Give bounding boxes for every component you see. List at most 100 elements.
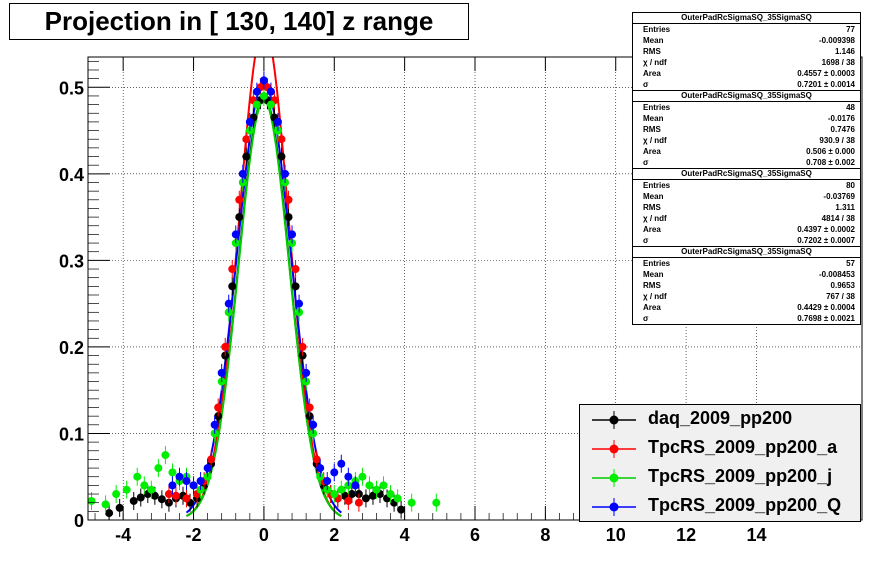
data-point — [242, 152, 251, 161]
stats-key: σ — [643, 158, 649, 167]
data-point — [154, 464, 163, 473]
data-point — [252, 87, 261, 96]
stats-key: Area — [643, 225, 661, 234]
data-point — [157, 495, 166, 504]
data-point — [284, 195, 293, 204]
axis-tick-labels: -4 -2 0 2 4 6 8 10 12 14 0 0.1 0.2 0.3 0.4 0.5 — [59, 78, 767, 545]
data-point — [242, 135, 251, 144]
stats-box: OuterPadRcSigmaSQ_35SigmaSQ Entries 48 Mean… — [632, 90, 861, 169]
stats-value: 0.7698 ± 0.0021 — [797, 314, 855, 323]
data-point — [344, 472, 353, 481]
stats-value: 4814 / 38 — [821, 214, 855, 223]
stats-row: RMS 1.311 — [633, 202, 860, 213]
legend-marker — [592, 469, 636, 487]
stats-key: Area — [643, 147, 661, 156]
data-point — [189, 481, 198, 490]
legend-marker — [592, 411, 636, 429]
stats-row: χ / ndf 930.9 / 38 — [633, 135, 860, 146]
data-point — [312, 455, 321, 464]
stats-title: OuterPadRcSigmaSQ_35SigmaSQ — [633, 247, 860, 258]
stats-key: Mean — [643, 270, 664, 279]
data-point — [365, 481, 374, 490]
data-point — [133, 472, 142, 481]
data-point — [136, 493, 145, 502]
y-tick-label: 0.4 — [59, 165, 84, 185]
data-point — [228, 282, 237, 291]
stats-value: 0.4557 ± 0.0003 — [797, 69, 855, 78]
stats-row: χ / ndf 4814 / 38 — [633, 213, 860, 224]
stats-row: σ 0.7201 ± 0.0014 — [633, 79, 860, 90]
legend-marker — [592, 498, 636, 516]
data-point — [337, 485, 346, 494]
data-point — [210, 420, 219, 429]
data-point — [344, 496, 353, 505]
stats-value: 0.9653 — [830, 281, 855, 290]
data-point — [175, 472, 184, 481]
legend: daq_2009_pp200 TpcRS_2009_pp200_a TpcRS_20… — [579, 404, 861, 522]
x-tick-label: -2 — [186, 525, 202, 545]
stats-row: Entries 80 — [633, 180, 860, 191]
x-tick-label: -4 — [115, 525, 131, 545]
legend-label: daq_2009_pp200 — [648, 408, 793, 428]
data-point — [393, 494, 402, 503]
stats-key: RMS — [643, 281, 661, 290]
data-point — [161, 451, 170, 460]
legend-label: TpcRS_2009_pp200_j — [648, 466, 833, 486]
stats-key: χ / ndf — [643, 58, 667, 67]
stats-box: OuterPadRcSigmaSQ_35SigmaSQ Entries 80 Mean… — [632, 168, 861, 247]
data-point — [245, 117, 254, 126]
data-point — [140, 481, 149, 490]
legend-item: daq_2009_pp200 — [580, 405, 860, 433]
stats-row: χ / ndf 767 / 38 — [633, 291, 860, 302]
stats-value: 77 — [846, 25, 855, 34]
y-tick-label: 0.3 — [59, 251, 84, 271]
data-point — [101, 500, 110, 509]
stats-key: χ / ndf — [643, 292, 667, 301]
legend-item: TpcRS_2009_pp200_Q — [580, 492, 860, 520]
data-point — [168, 468, 177, 477]
stats-value: 0.7202 ± 0.0007 — [797, 236, 855, 245]
chart-title-box: Projection in [ 130, 140] z range — [9, 3, 469, 40]
data-point — [266, 100, 275, 109]
data-point — [182, 494, 191, 503]
data-point — [182, 477, 191, 486]
stats-value: 57 — [846, 259, 855, 268]
legend-label: TpcRS_2009_pp200_a — [648, 437, 838, 457]
stats-title: OuterPadRcSigmaSQ_35SigmaSQ — [633, 91, 860, 102]
stats-row: Entries 77 — [633, 24, 860, 35]
stats-key: Mean — [643, 192, 664, 201]
data-point — [407, 498, 416, 507]
data-point — [432, 498, 441, 507]
stats-row: Area 0.4557 ± 0.0003 — [633, 68, 860, 79]
stats-value: -0.03769 — [823, 192, 855, 201]
x-tick-label: 4 — [400, 525, 410, 545]
x-tick-label: 14 — [746, 525, 766, 545]
data-point — [316, 464, 325, 473]
stats-title: OuterPadRcSigmaSQ_35SigmaSQ — [633, 169, 860, 180]
data-point — [214, 403, 223, 412]
chart-title: Projection in [ 130, 140] z range — [44, 6, 434, 36]
data-point — [298, 342, 307, 351]
data-point — [368, 491, 377, 500]
stats-row: σ 0.708 ± 0.002 — [633, 157, 860, 168]
stats-key: χ / ndf — [643, 214, 667, 223]
data-point — [196, 477, 205, 486]
stats-key: Entries — [643, 103, 671, 112]
stats-row: RMS 0.7476 — [633, 124, 860, 135]
data-point — [397, 505, 406, 514]
data-point — [372, 485, 381, 494]
stats-key: Area — [643, 303, 661, 312]
data-point — [221, 342, 230, 351]
data-point — [235, 195, 244, 204]
stats-row: Area 0.4429 ± 0.0004 — [633, 302, 860, 313]
stats-row: Area 0.4397 ± 0.0002 — [633, 224, 860, 235]
stats-row: χ / ndf 1698 / 38 — [633, 57, 860, 68]
x-tick-label: 12 — [676, 525, 696, 545]
data-point — [203, 464, 212, 473]
stats-key: Entries — [643, 181, 671, 190]
data-point — [129, 496, 138, 505]
stats-title: OuterPadRcSigmaSQ_35SigmaSQ — [633, 13, 860, 24]
data-point — [228, 265, 237, 274]
stats-value: 1.146 — [834, 47, 855, 56]
stats-value: 930.9 / 38 — [819, 136, 855, 145]
